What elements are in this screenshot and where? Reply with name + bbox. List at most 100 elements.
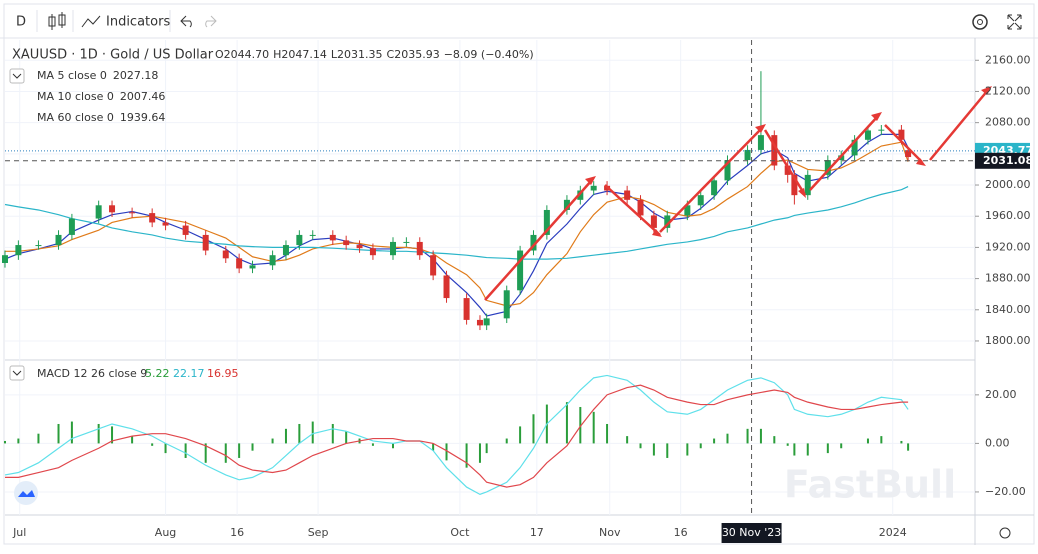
chevron bbox=[12, 370, 22, 376]
indicators-icon[interactable] bbox=[81, 15, 101, 28]
x-tick-label: Oct bbox=[450, 526, 470, 539]
histogram-bar bbox=[164, 443, 167, 454]
histogram-bar bbox=[686, 443, 689, 456]
crosshair-label-box bbox=[721, 523, 782, 543]
candle-body bbox=[55, 234, 62, 246]
histogram-bar bbox=[251, 443, 254, 451]
histogram-bar bbox=[793, 443, 796, 456]
legend-value: 1939.64 bbox=[120, 111, 166, 124]
histogram-bar bbox=[284, 428, 287, 444]
legend-name: MA 5 close 0 bbox=[37, 69, 107, 82]
y-tick-label: 20.00 bbox=[985, 388, 1017, 401]
candle-body bbox=[530, 234, 537, 251]
histogram-bar bbox=[626, 436, 629, 444]
settings-button[interactable] bbox=[972, 14, 988, 30]
candle-body bbox=[343, 240, 350, 246]
candle-body bbox=[784, 165, 791, 175]
y-tick-label: 1800.00 bbox=[985, 334, 1031, 347]
candle-body bbox=[590, 185, 597, 191]
indicators-button[interactable]: Indicators bbox=[106, 15, 170, 30]
histogram-bar bbox=[238, 443, 241, 458]
candle-body bbox=[744, 149, 751, 161]
watermark: FastBull bbox=[784, 463, 956, 507]
candle-body bbox=[356, 245, 363, 249]
histogram-bar bbox=[786, 443, 789, 446]
candle-body bbox=[476, 319, 483, 326]
candle-type-button[interactable] bbox=[48, 12, 66, 30]
ohlc-low: L2031.35 bbox=[331, 48, 383, 61]
candle-body bbox=[309, 234, 316, 236]
histogram-bar bbox=[371, 443, 374, 446]
candle-body bbox=[202, 234, 209, 251]
histogram-bar bbox=[111, 426, 114, 444]
legend-toggle[interactable] bbox=[9, 365, 25, 381]
frame bbox=[3, 3, 1035, 545]
candle-body bbox=[162, 222, 169, 226]
histogram-bar bbox=[17, 438, 20, 444]
candle-body bbox=[390, 241, 396, 256]
interval-button[interactable]: D bbox=[16, 15, 26, 30]
candle-body bbox=[443, 275, 450, 299]
histogram-bar bbox=[4, 440, 6, 444]
histogram-bar bbox=[652, 443, 655, 456]
legend-name: MA 10 close 0 bbox=[37, 90, 114, 103]
candle-body bbox=[35, 245, 42, 247]
histogram-bar bbox=[432, 443, 435, 451]
redo-button[interactable] bbox=[205, 15, 217, 28]
candle-body bbox=[249, 265, 256, 269]
histogram-bar bbox=[57, 423, 60, 444]
histogram-bar bbox=[606, 423, 609, 444]
histogram-bar bbox=[726, 433, 729, 444]
histogram-bar bbox=[519, 426, 522, 444]
candle-body bbox=[791, 174, 798, 196]
candle-body bbox=[905, 150, 912, 158]
candle-body bbox=[95, 205, 102, 219]
histogram-bar bbox=[392, 443, 394, 449]
candle-body bbox=[149, 213, 156, 223]
x-tick-label: Nov bbox=[599, 526, 621, 539]
candle-body bbox=[236, 258, 243, 269]
histogram-bar bbox=[345, 431, 348, 444]
legend-toggle[interactable] bbox=[9, 68, 25, 84]
x-tick-label: Jul bbox=[12, 526, 26, 539]
ma-line bbox=[4, 186, 909, 260]
candle-body bbox=[650, 215, 657, 228]
macd-legend-name: MACD 12 26 close 9 bbox=[37, 367, 147, 380]
histogram-bar bbox=[840, 443, 843, 449]
candle-body bbox=[182, 225, 189, 235]
candle-body bbox=[878, 129, 885, 131]
y-tick-label: 2120.00 bbox=[985, 84, 1031, 97]
histogram-bar bbox=[131, 436, 134, 444]
x-tick-label: 2024 bbox=[879, 526, 907, 539]
y-tick-label: 2160.00 bbox=[985, 53, 1031, 66]
histogram-bar bbox=[900, 440, 903, 444]
histogram-bar bbox=[97, 423, 100, 444]
ohlc-close: C2035.93 bbox=[387, 48, 440, 61]
ohlc-open: O2044.70 bbox=[215, 48, 269, 61]
candle-body bbox=[697, 195, 704, 206]
candle-body bbox=[269, 255, 276, 266]
y-tick-label: 1960.00 bbox=[985, 209, 1031, 222]
candle-body bbox=[757, 135, 764, 150]
drawn-arrows bbox=[484, 86, 992, 301]
candle-body bbox=[109, 205, 116, 213]
candle-body bbox=[296, 234, 303, 246]
candle-body bbox=[898, 129, 905, 140]
fullscreen-button[interactable] bbox=[1007, 14, 1022, 30]
candle-body bbox=[430, 255, 437, 276]
logo[interactable] bbox=[14, 481, 38, 505]
y-tick-label: −20.00 bbox=[985, 485, 1026, 498]
histogram-bar bbox=[773, 436, 776, 444]
candle-body bbox=[403, 241, 410, 243]
candle-body bbox=[624, 190, 631, 200]
histogram-bar bbox=[485, 443, 488, 454]
candle-body bbox=[864, 130, 871, 140]
undo-button[interactable] bbox=[180, 15, 192, 28]
axis-settings[interactable] bbox=[999, 527, 1011, 539]
macd-signal-value: 16.95 bbox=[207, 367, 239, 380]
histogram-bar bbox=[478, 443, 481, 463]
chevron bbox=[12, 73, 22, 79]
price-label: 2031.08 bbox=[983, 154, 1033, 167]
candle-body bbox=[15, 245, 22, 256]
candle-body bbox=[543, 209, 550, 235]
